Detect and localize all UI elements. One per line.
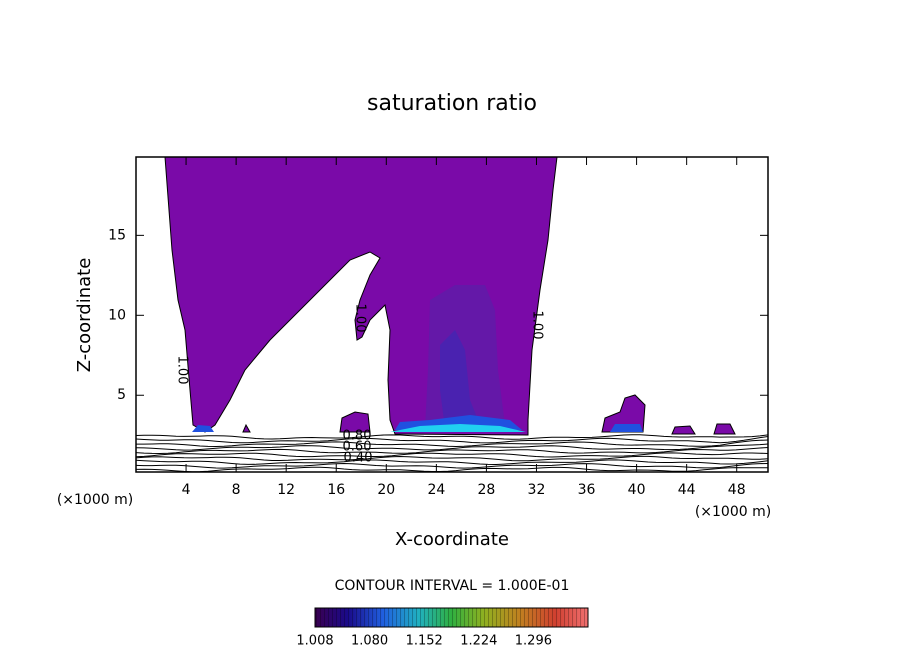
region [440, 330, 480, 428]
region [390, 424, 526, 432]
x-tick-label: 48 [728, 482, 746, 498]
y-axis-label: Z-coordinate [74, 258, 95, 373]
colorbar-label: 1.152 [406, 634, 443, 649]
x-tick-label: 8 [232, 482, 241, 498]
contour-line [136, 452, 768, 458]
x-tick-label: 12 [277, 482, 295, 498]
contour-interval: CONTOUR INTERVAL = 1.000E-01 [335, 578, 570, 594]
contour-line [136, 439, 768, 448]
x-tick-label: 32 [528, 482, 546, 498]
region [671, 425, 696, 435]
chart-title: saturation ratio [367, 91, 537, 116]
contour-lines [136, 434, 768, 472]
y-tick-label: 5 [117, 387, 126, 403]
x-tick-label: 28 [478, 482, 496, 498]
x-unit: (×1000 m) [57, 492, 133, 508]
colorbar-label: 1.224 [460, 634, 497, 649]
colorbar-cells [315, 608, 588, 627]
contour-line [136, 434, 768, 440]
x-tick-label: 40 [628, 482, 646, 498]
contour-line [136, 459, 768, 466]
x-axis-label: X-coordinate [395, 529, 509, 550]
x-tick-label: 24 [427, 482, 445, 498]
y-tick-label: 10 [108, 307, 126, 323]
x-tick-label: 20 [377, 482, 395, 498]
contour-line [136, 466, 768, 472]
x-tick-label: 36 [578, 482, 596, 498]
x-tick-label: 16 [327, 482, 345, 498]
contour-line [136, 443, 768, 451]
colorbar-label: 1.008 [296, 634, 333, 649]
contour-line [136, 455, 768, 462]
plot-frame [135, 156, 769, 473]
y-tick-label: 15 [108, 227, 126, 243]
contour-line [136, 462, 768, 469]
x-tick-label: 4 [182, 482, 191, 498]
contour-label: 0.60 [343, 440, 372, 455]
region [601, 394, 646, 433]
contour-label: 1.00 [353, 304, 368, 333]
region [713, 423, 736, 435]
region [192, 425, 214, 432]
contour-label: 1.00 [175, 356, 190, 385]
region [242, 423, 251, 433]
region [610, 424, 643, 432]
colorbar-label: 1.080 [351, 634, 388, 649]
region [339, 411, 371, 433]
contour-line [136, 436, 768, 444]
contour-line [136, 447, 768, 455]
contour-label: 1.00 [530, 311, 545, 340]
contour-label: 0.40 [344, 451, 373, 466]
colorbar-label: 1.296 [515, 634, 552, 649]
contour-label: 0.80 [343, 429, 372, 444]
x-tick-label: 44 [678, 482, 696, 498]
field [136, 157, 768, 472]
x-unit: (×1000 m) [695, 504, 771, 520]
